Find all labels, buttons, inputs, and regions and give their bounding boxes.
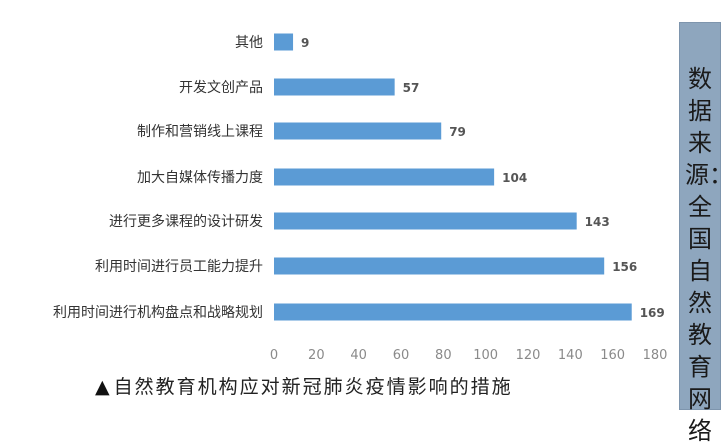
x-tick-label: 60 [393,348,410,363]
chart-caption: ▲ 自然教育机构应对新冠肺炎疫情影响的措施 [95,372,615,402]
x-tick-label: 80 [435,348,452,363]
category-label: 其他 [235,35,263,51]
bar [274,257,605,275]
bar [274,212,577,230]
data-label: 57 [403,81,420,95]
x-tick-label: 40 [350,348,367,363]
x-tick-label: 160 [600,348,625,363]
x-tick-label: 120 [516,348,541,363]
bars [274,33,632,321]
x-tick-label: 100 [473,348,498,363]
bar-chart: 其他开发文创产品制作和营销线上课程加大自媒体传播力度进行更多课程的设计研发利用时… [53,33,668,363]
value-labels: 9 57 79 104 143 156 169 [301,36,665,320]
bar [274,78,395,96]
data-label: 9 [301,36,309,50]
category-label: 利用时间进行员工能力提升 [95,259,263,275]
caption-text: 自然教育机构应对新冠肺炎疫情影响的措施 [113,376,513,398]
data-label: 143 [585,215,610,229]
category-label: 利用时间进行机构盘点和战略规划 [53,304,263,321]
bar [274,168,495,186]
category-label: 制作和营销线上课程 [137,124,263,140]
x-tick-label: 20 [308,348,325,363]
data-label: 156 [612,260,637,274]
bar [274,33,294,51]
triangle-marker-icon: ▲ [95,376,112,398]
data-label: 79 [449,125,466,139]
bar [274,122,442,140]
source-note: 数据来源：全国自然教育网络 [685,65,724,445]
data-label: 104 [502,171,527,185]
category-labels: 其他开发文创产品制作和营销线上课程加大自媒体传播力度进行更多课程的设计研发利用时… [53,35,263,321]
category-label: 进行更多课程的设计研发 [109,213,263,230]
x-tick-label: 180 [643,348,668,363]
data-label: 169 [640,306,665,320]
x-tick-label: 140 [558,348,583,363]
source-panel: 数据来源：全国自然教育网络 [679,22,724,445]
category-label: 开发文创产品 [179,80,263,96]
x-axis-ticks: 0 20 40 60 80 100 120 140 160 180 [270,348,668,363]
bar [274,303,632,321]
category-label: 加大自媒体传播力度 [137,170,263,186]
x-tick-label: 0 [270,348,278,363]
